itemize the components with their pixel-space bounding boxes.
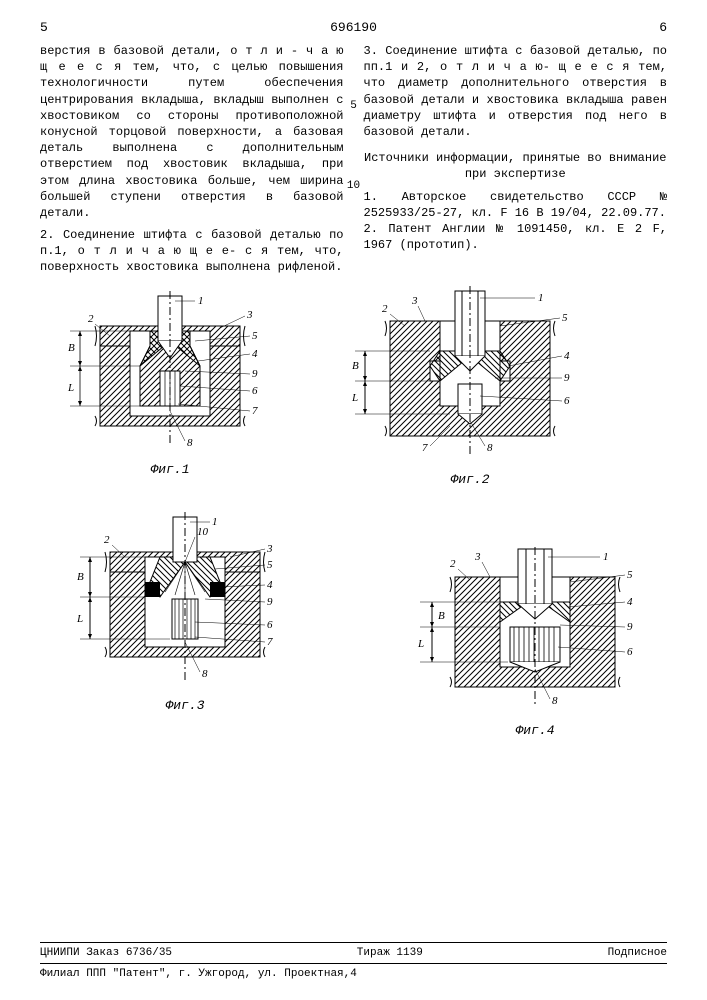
svg-text:L: L xyxy=(417,638,424,650)
svg-text:B: B xyxy=(352,360,359,372)
svg-text:9: 9 xyxy=(627,621,633,633)
svg-text:4: 4 xyxy=(267,579,273,591)
svg-text:6: 6 xyxy=(627,646,633,658)
svg-text:5: 5 xyxy=(627,569,633,581)
claim-1-cont: верстия в базовой детали, о т л и - ч а … xyxy=(40,43,344,221)
figure-1: B L 1 2 3 5 4 9 6 7 8 Фиг.1 xyxy=(40,286,300,487)
line-marker-10: 10 xyxy=(347,180,360,192)
svg-text:2: 2 xyxy=(450,558,456,570)
svg-text:1: 1 xyxy=(538,292,544,304)
claim-2: 2. Соединение штифта с базовой деталью п… xyxy=(40,227,344,276)
svg-text:B: B xyxy=(438,610,445,622)
svg-text:5: 5 xyxy=(562,312,568,324)
svg-text:7: 7 xyxy=(267,636,273,648)
right-column: 3. Соединение штифта с базовой деталью, … xyxy=(364,43,668,276)
figure-4: B L 1 2 3 5 4 9 6 8 Фиг.4 xyxy=(400,547,670,738)
svg-text:1: 1 xyxy=(212,516,218,528)
footer-addr: Филиал ППП "Патент", г. Ужгород, ул. Про… xyxy=(40,968,357,980)
svg-text:L: L xyxy=(76,613,83,625)
footer: ЦНИИПИ Заказ 6736/35 Тираж 1139 Подписно… xyxy=(40,942,667,980)
svg-text:5: 5 xyxy=(267,559,273,571)
svg-text:9: 9 xyxy=(252,368,258,380)
svg-text:6: 6 xyxy=(564,395,570,407)
col-num-right: 6 xyxy=(659,20,667,35)
svg-text:1: 1 xyxy=(198,295,204,307)
svg-text:6: 6 xyxy=(267,619,273,631)
svg-text:4: 4 xyxy=(564,350,570,362)
figure-2: B L 1 2 3 5 4 9 6 7 8 Фиг.2 xyxy=(330,286,610,487)
left-column: верстия в базовой детали, о т л и - ч а … xyxy=(40,43,344,276)
doc-number: 696190 xyxy=(330,20,377,35)
col-num-left: 5 xyxy=(40,20,48,35)
fig4-label: Фиг.4 xyxy=(400,723,670,738)
svg-text:8: 8 xyxy=(487,442,493,454)
svg-text:2: 2 xyxy=(88,313,94,325)
svg-text:6: 6 xyxy=(252,385,258,397)
claim-3: 3. Соединение штифта с базовой деталью, … xyxy=(364,43,668,140)
figure-3: B L 10 1 2 3 5 4 9 6 7 8 Фиг.3 xyxy=(60,507,310,738)
svg-text:8: 8 xyxy=(187,437,193,449)
svg-text:B: B xyxy=(77,571,84,583)
footer-org: ЦНИИПИ Заказ 6736/35 xyxy=(40,947,172,959)
svg-text:8: 8 xyxy=(552,695,558,707)
svg-text:1: 1 xyxy=(603,551,609,563)
svg-text:9: 9 xyxy=(564,372,570,384)
footer-sign: Подписное xyxy=(608,947,667,959)
fig1-label: Фиг.1 xyxy=(40,462,300,477)
fig3-label: Фиг.3 xyxy=(60,698,310,713)
footer-tirazh: Тираж 1139 xyxy=(357,947,423,959)
svg-text:L: L xyxy=(351,392,358,404)
svg-text:2: 2 xyxy=(104,534,110,546)
svg-text:B: B xyxy=(68,342,75,354)
figures-area: B L 1 2 3 5 4 9 6 7 8 Фиг.1 xyxy=(40,286,667,738)
svg-text:5: 5 xyxy=(252,330,258,342)
svg-text:7: 7 xyxy=(252,405,258,417)
fig2-label: Фиг.2 xyxy=(330,472,610,487)
svg-text:4: 4 xyxy=(627,596,633,608)
svg-text:2: 2 xyxy=(382,303,388,315)
svg-text:3: 3 xyxy=(411,295,418,307)
svg-text:10: 10 xyxy=(197,526,209,538)
source-2: 2. Патент Англии № 1091450, кл. E 2 F, 1… xyxy=(364,221,668,253)
svg-text:8: 8 xyxy=(202,668,208,680)
line-marker-5: 5 xyxy=(350,100,357,112)
sources-title: Источники информации, принятые во вниман… xyxy=(364,150,668,182)
svg-text:7: 7 xyxy=(422,442,428,454)
source-1: 1. Авторское свидетельство СССР № 252593… xyxy=(364,189,668,221)
svg-text:3: 3 xyxy=(474,551,481,563)
svg-text:9: 9 xyxy=(267,596,273,608)
svg-text:4: 4 xyxy=(252,348,258,360)
svg-text:L: L xyxy=(67,382,74,394)
svg-text:3: 3 xyxy=(266,543,273,555)
svg-text:3: 3 xyxy=(246,309,253,321)
